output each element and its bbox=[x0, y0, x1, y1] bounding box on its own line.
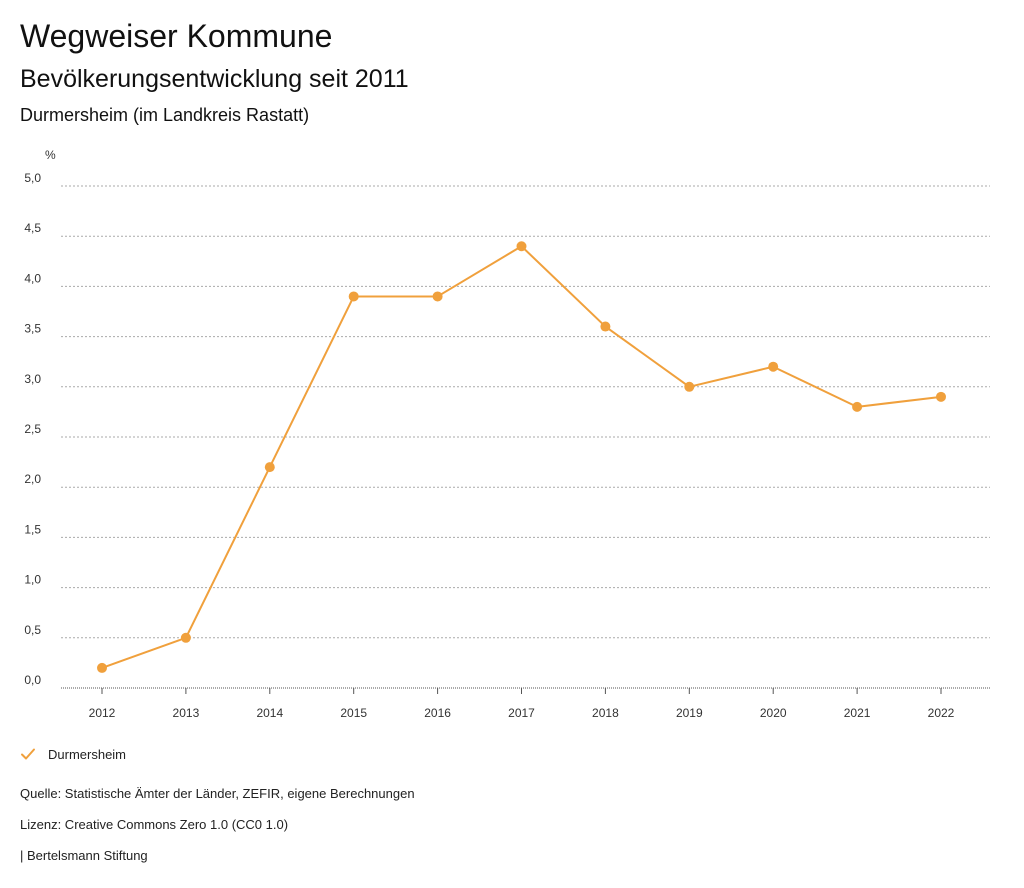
y-tick-label: 1,0 bbox=[24, 573, 41, 587]
data-point bbox=[684, 381, 695, 392]
x-tick-label: 2016 bbox=[424, 706, 451, 720]
data-point bbox=[852, 401, 863, 412]
x-tick-label: 2022 bbox=[928, 706, 955, 720]
y-tick-label: 4,0 bbox=[24, 271, 41, 285]
data-point bbox=[936, 391, 946, 402]
y-tick-label: 1,5 bbox=[24, 522, 41, 536]
grid-lines bbox=[61, 185, 990, 689]
x-tick-label: 2020 bbox=[760, 706, 787, 720]
data-point bbox=[516, 241, 527, 252]
y-tick-label: 3,5 bbox=[24, 322, 41, 336]
y-tick-label: 0,0 bbox=[24, 673, 41, 687]
axes: % 0,0 0,5 1,0 1,5 2,0 2,5 3,0 3,5 4,0 4,5 5,0 2012 20… bbox=[24, 148, 954, 720]
legend-label: Durmersheim bbox=[48, 746, 127, 762]
y-tick-label: 5,0 bbox=[24, 171, 41, 185]
data-point bbox=[180, 632, 191, 643]
y-tick-label: 3,0 bbox=[24, 372, 41, 386]
x-tick-label: 2013 bbox=[173, 706, 200, 720]
legend-item-durmersheim[interactable]: Durmersheim bbox=[20, 744, 126, 764]
data-point bbox=[600, 321, 611, 332]
check-icon bbox=[21, 748, 35, 760]
page-title: Wegweiser Kommune bbox=[20, 18, 333, 54]
data-point bbox=[264, 462, 275, 473]
y-tick-label: 0,5 bbox=[24, 623, 41, 637]
data-point bbox=[768, 361, 779, 372]
chart-place-label: Durmersheim (im Landkreis Rastatt) bbox=[20, 105, 310, 125]
y-tick-label: 4,5 bbox=[24, 221, 41, 235]
x-tick-label: 2018 bbox=[592, 706, 619, 720]
license-note: Lizenz: Creative Commons Zero 1.0 (CC0 1… bbox=[20, 817, 289, 832]
data-point bbox=[97, 662, 107, 673]
data-point bbox=[432, 291, 443, 302]
y-tick-label: 2,0 bbox=[24, 472, 41, 486]
chart-subtitle: Bevölkerungsentwicklung seit 2011 bbox=[20, 65, 409, 93]
x-tick-label: 2021 bbox=[844, 706, 871, 720]
source-note: Quelle: Statistische Ämter der Länder, Z… bbox=[20, 786, 415, 801]
x-tick-label: 2014 bbox=[256, 706, 283, 720]
x-tick-label: 2015 bbox=[340, 706, 367, 720]
line-chart: % 0,0 0,5 1,0 1,5 2,0 2,5 3,0 3,5 4,0 4,5 5,0 2012 20… bbox=[24, 148, 990, 720]
data-points bbox=[97, 241, 946, 673]
series-lines bbox=[101, 245, 942, 669]
x-tick-label: 2012 bbox=[89, 706, 116, 720]
series-line-durmersheim bbox=[101, 245, 942, 669]
x-tick-label: 2019 bbox=[676, 706, 703, 720]
data-point bbox=[348, 291, 359, 302]
y-axis-unit-label: % bbox=[45, 148, 56, 162]
x-tick-label: 2017 bbox=[508, 706, 535, 720]
publisher-note[interactable]: | Bertelsmann Stiftung bbox=[20, 848, 148, 863]
y-tick-label: 2,5 bbox=[24, 422, 41, 436]
